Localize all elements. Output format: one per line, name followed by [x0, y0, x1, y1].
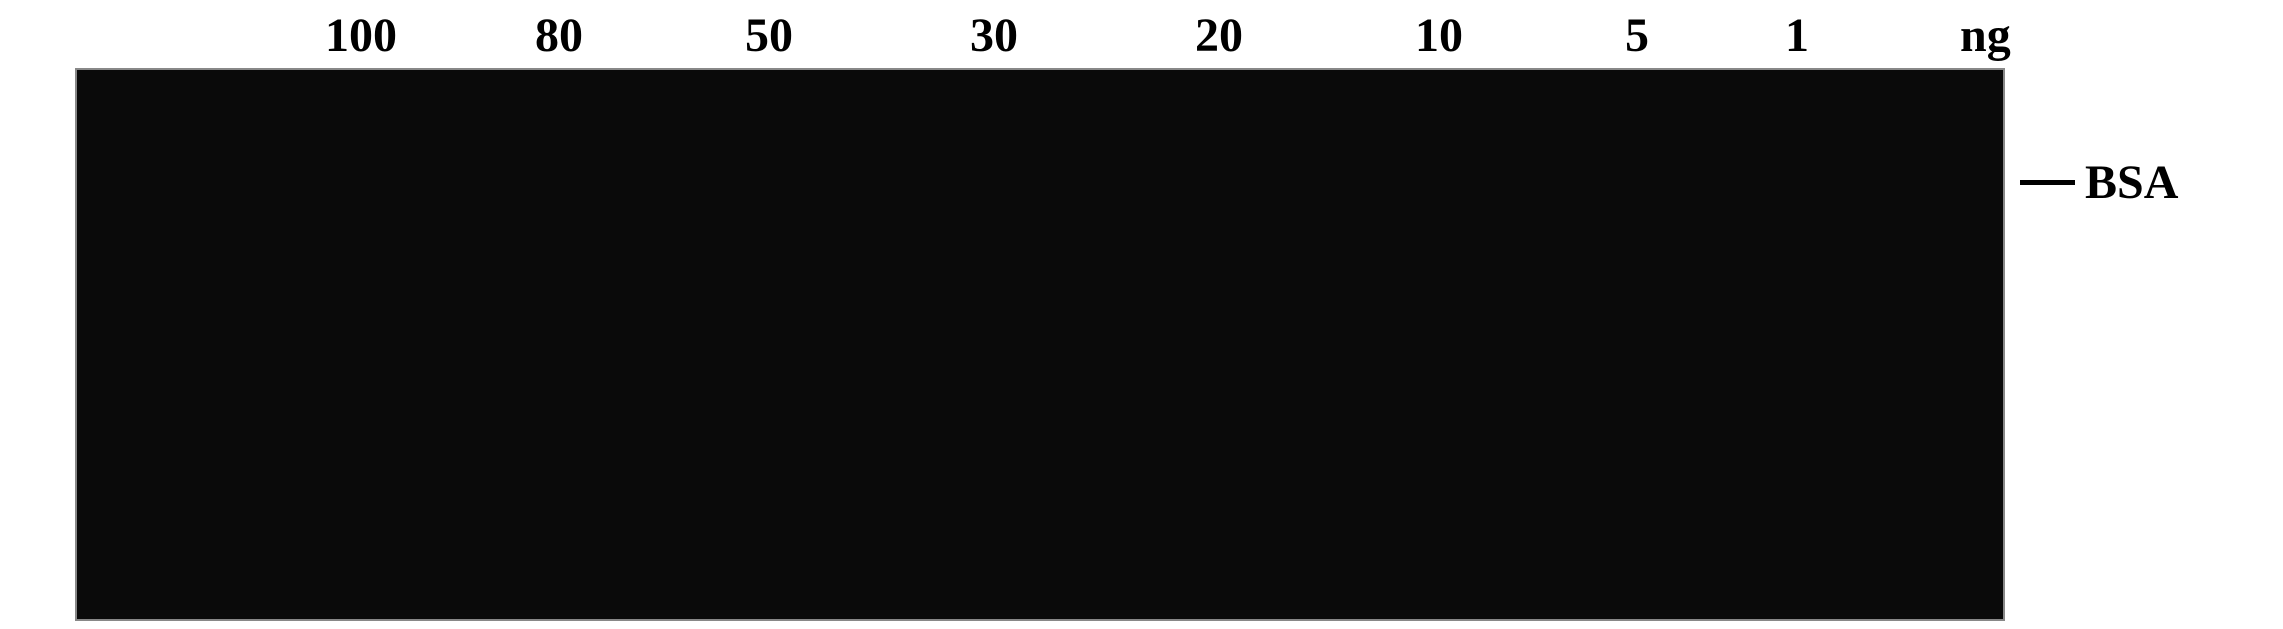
lane-label-1: 100 — [325, 8, 397, 63]
gel-figure-container: 100 80 50 30 20 10 5 1 ng BSA — [0, 0, 2283, 629]
lane-label-3: 50 — [745, 8, 793, 63]
lane-labels-row: 100 80 50 30 20 10 5 1 ng — [0, 0, 2283, 70]
lane-label-5: 20 — [1195, 8, 1243, 63]
lane-label-2: 80 — [535, 8, 583, 63]
lane-label-4: 30 — [970, 8, 1018, 63]
lane-label-8: 1 — [1785, 8, 1809, 63]
bsa-marker-label: BSA — [2085, 155, 2178, 210]
bsa-marker-line — [2020, 180, 2075, 185]
unit-label: ng — [1960, 8, 2011, 63]
bsa-marker: BSA — [2020, 155, 2178, 210]
lane-label-6: 10 — [1415, 8, 1463, 63]
gel-blot-image — [75, 68, 2005, 621]
lane-label-7: 5 — [1625, 8, 1649, 63]
